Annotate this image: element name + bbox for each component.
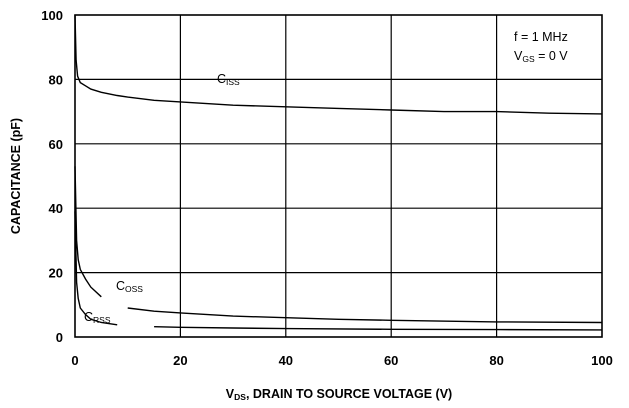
x-axis-label: VDS, DRAIN TO SOURCE VOLTAGE (V) (226, 387, 452, 402)
curves (74, 14, 603, 331)
y-axis-label: CAPACITANCE (pF) (9, 118, 23, 234)
vgs-note: VGS = 0 V (514, 49, 568, 64)
x-tick-label-20: 20 (173, 353, 187, 368)
ciss-label: CISS (217, 72, 240, 87)
plot-frame (74, 14, 603, 338)
y-tick-label-100: 100 (41, 8, 63, 23)
y-tick-label-60: 60 (49, 137, 63, 152)
x-tick-label-40: 40 (279, 353, 293, 368)
x-tick-label-100: 100 (591, 353, 613, 368)
series-coss-line-1 (127, 307, 603, 324)
x-tick-label-60: 60 (384, 353, 398, 368)
tick-labels: 0 20 40 60 80 100 0 20 40 60 80 100 (41, 8, 613, 368)
y-tick-label-80: 80 (49, 72, 63, 87)
series-crss-line-0 (74, 211, 118, 326)
x-tick-label-80: 80 (489, 353, 503, 368)
crss-label: CRSS (84, 310, 111, 325)
series-crss-line-1 (154, 326, 603, 331)
frequency-note: f = 1 MHz (514, 30, 568, 44)
y-tick-label-40: 40 (49, 201, 63, 216)
series-ciss-line-0 (74, 14, 603, 115)
series-coss-line-0 (74, 166, 102, 298)
y-tick-label-0: 0 (56, 330, 63, 345)
coss-label: COSS (116, 279, 143, 294)
y-tick-label-20: 20 (49, 266, 63, 281)
x-tick-label-0: 0 (71, 353, 78, 368)
grid-lines (75, 15, 602, 337)
test-conditions-note: f = 1 MHz VGS = 0 V (514, 30, 568, 64)
